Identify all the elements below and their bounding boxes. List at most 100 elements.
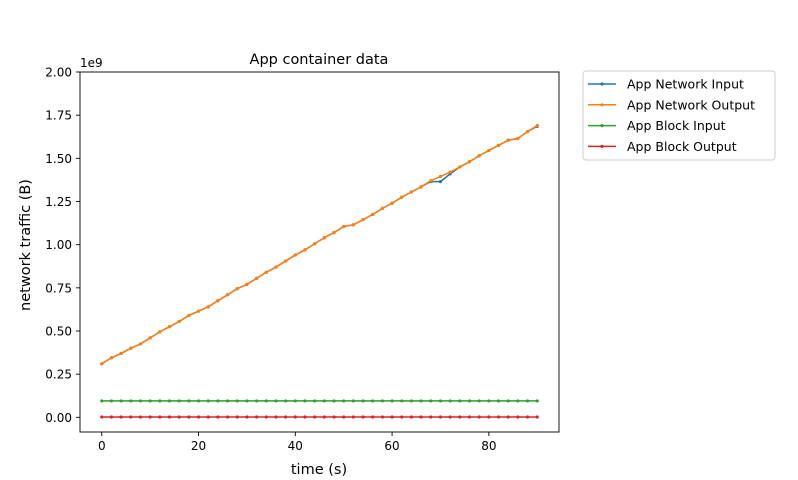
series-2-point	[380, 206, 384, 210]
series-2-point	[274, 265, 278, 269]
legend-label-4: App Block Output	[627, 139, 737, 154]
legend-marker-4	[600, 144, 604, 148]
series-4-point	[303, 415, 307, 419]
legend-label-2: App Network Output	[627, 97, 755, 112]
series-4-point	[419, 415, 423, 419]
y-tick-label: 2.00	[45, 66, 72, 80]
series-3-point	[438, 399, 443, 403]
y-tick-label: 1.00	[45, 238, 72, 252]
series-2-point	[148, 336, 152, 340]
series-4-point	[467, 415, 472, 419]
series-2-point	[100, 362, 104, 366]
series-3-point	[516, 399, 520, 403]
series-3-point	[361, 399, 365, 403]
y-tick-label: 0.00	[45, 411, 72, 425]
series-2-point	[390, 201, 394, 205]
series-4-point	[322, 415, 326, 419]
series-2-point	[487, 148, 491, 153]
series-4-point	[516, 415, 520, 419]
series-2-point	[313, 242, 317, 246]
legend-marker-2	[600, 103, 604, 107]
series-3-point	[487, 399, 491, 403]
series-2-point	[419, 185, 423, 189]
legend-label-3: App Block Input	[627, 118, 726, 133]
series-2-point	[196, 309, 201, 313]
y-tick-label: 1.50	[45, 152, 72, 166]
y-tick-label: 1.25	[45, 195, 72, 209]
series-3-point	[448, 399, 452, 403]
series-3-point	[332, 399, 336, 403]
series-4-point	[129, 415, 133, 419]
series-4-point	[255, 415, 259, 419]
series-2-point	[400, 195, 404, 199]
series-3-point	[187, 399, 191, 403]
chart-title: App container data	[250, 52, 389, 68]
series-2-point	[109, 356, 114, 360]
legend: App Network Input App Network Output App B…	[582, 70, 776, 161]
x-tick-label: 80	[481, 439, 496, 453]
series-4-point	[119, 415, 123, 419]
series-3-point	[255, 399, 259, 403]
series-3-point	[274, 399, 278, 403]
x-tick-label: 20	[191, 439, 206, 453]
series-4-point	[458, 415, 462, 419]
series-3-point	[158, 399, 162, 403]
legend-label-1: App Network Input	[627, 77, 744, 92]
series-4-point	[264, 415, 268, 419]
series-4-point	[235, 415, 239, 419]
series-4-point	[332, 415, 336, 419]
y-tick-label: 0.75	[45, 281, 72, 295]
series-4-point	[409, 415, 414, 419]
series-2-point	[255, 276, 259, 280]
series-4-point	[448, 415, 452, 419]
series-3-point	[303, 399, 307, 403]
series-2-point	[351, 223, 355, 227]
series-3-point	[138, 399, 143, 403]
series-2-point	[496, 143, 501, 147]
series-2-point	[448, 170, 452, 174]
series-4-point	[400, 415, 404, 419]
series-3-point	[400, 399, 404, 403]
series-4-point	[438, 415, 443, 419]
series-2-point	[371, 212, 375, 217]
series-4-point	[245, 415, 249, 419]
series-2-point	[167, 325, 172, 329]
series-3-point	[535, 399, 539, 403]
series-3-point	[293, 399, 297, 403]
series-2-point	[525, 129, 530, 134]
series-4-point	[496, 415, 501, 419]
series-2-point	[342, 224, 346, 229]
series-2-point	[303, 248, 307, 252]
series-2-point	[477, 154, 481, 158]
series-4-point	[390, 415, 394, 419]
series-3-point	[477, 399, 481, 403]
series-3-point	[109, 399, 114, 403]
series-4-point	[225, 415, 230, 419]
series-3-point	[458, 399, 462, 403]
series-2-point	[293, 253, 297, 257]
series-2-point	[535, 123, 539, 128]
series-4-point	[138, 415, 143, 419]
series-4-point	[293, 415, 297, 419]
y-offset-label: 1e9	[80, 56, 103, 70]
series-3-point	[409, 399, 414, 403]
series-2-point	[409, 190, 414, 194]
series-4-point	[216, 415, 220, 419]
series-4-point	[167, 415, 172, 419]
axes-frame	[79, 71, 560, 433]
x-axis-title: time (s)	[291, 462, 347, 478]
legend-marker-1	[600, 82, 604, 86]
series-2-point	[264, 270, 268, 274]
series-4-point	[525, 415, 530, 419]
series-2-point	[245, 282, 249, 286]
series-4-point	[100, 415, 104, 419]
series-4-point	[380, 415, 384, 419]
series-4-point	[206, 415, 210, 419]
series-2-point	[429, 179, 433, 183]
series-3-point	[506, 399, 510, 403]
series-3-point	[342, 399, 346, 403]
series-3-point	[429, 399, 433, 403]
series-2-point	[158, 330, 162, 334]
series-3-point	[390, 399, 394, 403]
series-4-point	[148, 415, 152, 419]
